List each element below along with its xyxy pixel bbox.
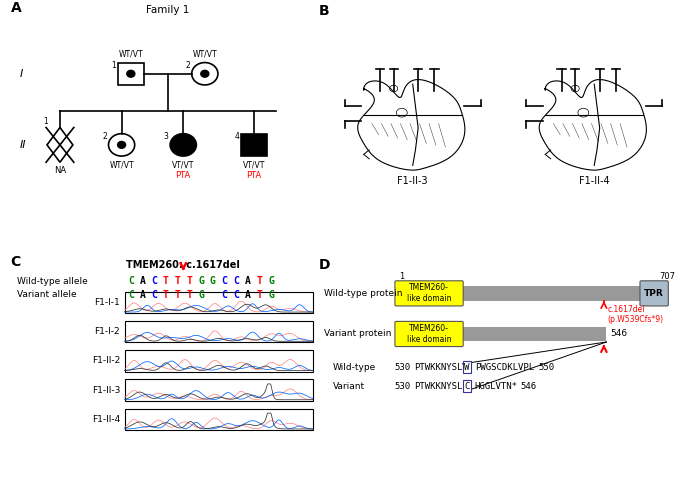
Text: F1-I-2: F1-I-2 [95, 327, 120, 336]
Text: G: G [210, 276, 216, 286]
Text: 546: 546 [521, 382, 537, 391]
Text: I: I [20, 69, 23, 79]
Bar [118, 63, 144, 85]
Text: A: A [245, 276, 251, 286]
Text: TMEM260-
like domain: TMEM260- like domain [407, 283, 451, 304]
FancyBboxPatch shape [640, 281, 669, 306]
Text: A: A [10, 1, 21, 15]
Text: F1-I-1: F1-I-1 [95, 298, 120, 307]
Text: Wild-type allele: Wild-type allele [16, 277, 88, 286]
Text: WT/VT: WT/VT [110, 160, 134, 169]
Text: HGGLVTN*: HGGLVTN* [475, 382, 518, 391]
Bar [125, 379, 312, 401]
Text: D: D [319, 257, 329, 271]
Text: Variant allele: Variant allele [16, 290, 77, 299]
Bar [241, 134, 267, 156]
Bar [125, 350, 312, 372]
Text: Variant protein: Variant protein [324, 330, 391, 338]
FancyBboxPatch shape [395, 322, 463, 346]
Text: II: II [20, 140, 26, 150]
Text: C: C [222, 290, 227, 300]
Text: 530: 530 [395, 382, 411, 391]
Text: VT/VT: VT/VT [243, 160, 265, 169]
Text: C: C [234, 276, 239, 286]
Text: PWGSCDKLVPL: PWGSCDKLVPL [475, 363, 534, 372]
Text: C: C [222, 276, 227, 286]
Text: 4: 4 [235, 132, 240, 141]
Circle shape [170, 134, 197, 156]
Text: T: T [163, 290, 169, 300]
Text: F1-II-3: F1-II-3 [397, 176, 428, 186]
Text: C: C [151, 276, 157, 286]
FancyBboxPatch shape [395, 281, 463, 306]
Text: A: A [245, 290, 251, 300]
Text: Variant: Variant [333, 382, 365, 391]
Circle shape [118, 142, 125, 148]
Text: C: C [151, 290, 157, 300]
Text: C: C [10, 254, 21, 269]
Text: 707: 707 [659, 271, 675, 280]
Text: C: C [128, 290, 134, 300]
Text: T: T [186, 290, 192, 300]
Bar [125, 409, 312, 430]
Text: T: T [175, 290, 181, 300]
Text: 1: 1 [112, 61, 116, 70]
Text: 2: 2 [186, 61, 190, 70]
Text: TPR: TPR [645, 289, 664, 298]
Text: NA: NA [54, 166, 66, 175]
Text: 1: 1 [399, 271, 404, 280]
Text: A: A [140, 276, 145, 286]
Text: G: G [269, 290, 274, 300]
Circle shape [127, 71, 135, 77]
Text: 546: 546 [610, 330, 627, 338]
Text: WT/VT: WT/VT [119, 50, 143, 59]
Bar [402, 286, 667, 301]
Text: 1: 1 [43, 117, 48, 126]
Text: PTWKKNYSL: PTWKKNYSL [414, 382, 463, 391]
Text: F1-II-3: F1-II-3 [92, 386, 120, 395]
Text: TMEM260-
like domain: TMEM260- like domain [407, 324, 451, 344]
Text: VT/VT: VT/VT [172, 160, 195, 169]
Text: B: B [319, 4, 329, 18]
Text: T: T [257, 290, 262, 300]
Text: T: T [163, 276, 169, 286]
Text: G: G [198, 290, 204, 300]
Text: 3: 3 [164, 132, 169, 141]
Text: TMEM260: c.1617del: TMEM260: c.1617del [126, 259, 240, 269]
Text: C: C [128, 276, 134, 286]
Text: T: T [257, 276, 262, 286]
Text: G: G [269, 276, 274, 286]
Text: A: A [140, 290, 145, 300]
Text: C: C [234, 290, 239, 300]
Text: PTWKKNYSL: PTWKKNYSL [414, 363, 463, 372]
Text: 530: 530 [395, 363, 411, 372]
Text: C: C [464, 382, 469, 391]
Bar [125, 292, 312, 313]
Text: G: G [198, 276, 204, 286]
Text: PTA: PTA [175, 170, 191, 179]
Text: Wild-type: Wild-type [333, 363, 376, 372]
Text: W: W [464, 363, 469, 372]
Text: T: T [175, 276, 181, 286]
Text: PTA: PTA [247, 170, 262, 179]
Circle shape [201, 71, 209, 77]
Text: T: T [186, 276, 192, 286]
Bar [125, 321, 312, 342]
Text: Family 1: Family 1 [146, 5, 190, 15]
Text: F1-II-2: F1-II-2 [92, 356, 120, 365]
Text: c.1617del
(p.W539Cfs*9): c.1617del (p.W539Cfs*9) [608, 305, 664, 324]
Text: Wild-type protein: Wild-type protein [324, 289, 402, 298]
Text: 2: 2 [102, 132, 107, 141]
Bar [402, 327, 606, 341]
Text: F1-II-4: F1-II-4 [92, 415, 120, 424]
Text: F1-II-4: F1-II-4 [579, 176, 610, 186]
Text: 550: 550 [538, 363, 554, 372]
Text: WT/VT: WT/VT [192, 50, 217, 59]
